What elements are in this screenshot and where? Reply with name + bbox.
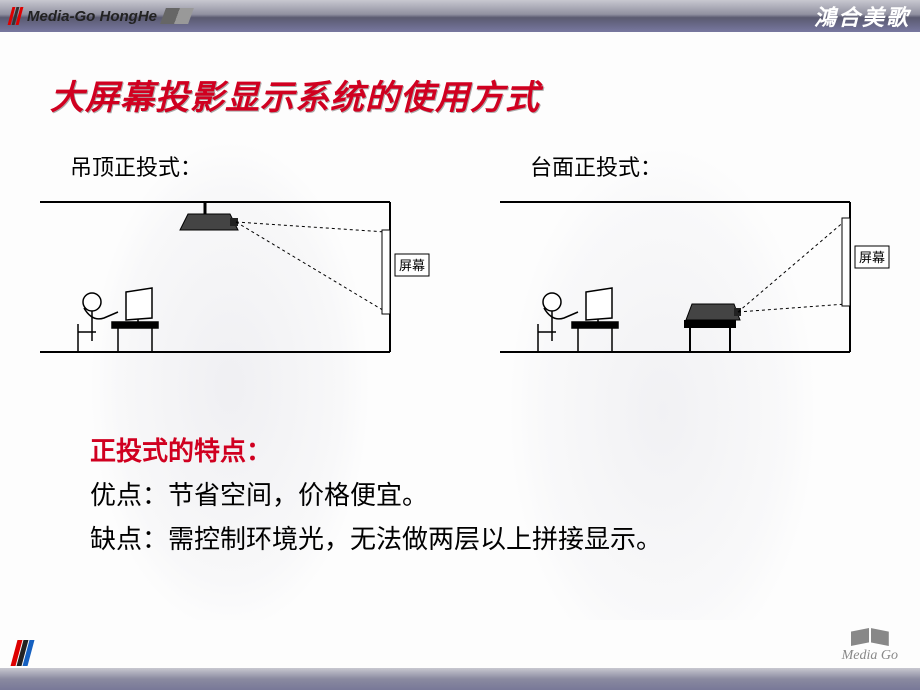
person-at-desk-icon [538,288,618,352]
diagram-table: 台面正投式： 屏幕 [490,150,890,367]
diagram-table-box: 屏幕 [490,192,890,367]
footer-logo-text: Media Go [842,648,898,664]
footer-logo-right: Media Go [842,628,898,664]
page-title: 大屏幕投影显示系统的使用方式 [50,70,540,119]
diagram-ceiling-box: 屏幕 [30,192,430,367]
projector-icon [684,304,741,352]
advantage-text: 节省空间，价格便宜。 [168,481,428,510]
disadvantage-label: 缺点： [90,525,168,554]
brand-cn: 鴻合美歌 [814,0,910,32]
diagram-ceiling-caption: 吊顶正投式： [70,150,430,182]
diagram-ceiling-svg: 屏幕 [30,192,430,362]
footer-bar [0,668,920,690]
book-icon [851,628,889,646]
features-disadvantage: 缺点：需控制环境光，无法做两层以上拼接显示。 [90,518,662,562]
header-left: Media-Go HongHe [10,7,191,25]
screen-label: 屏幕 [399,258,425,273]
footer-logo-left-icon [11,640,35,666]
header-bar: Media-Go HongHe 鴻合美歌 [0,0,920,32]
diagram-ceiling: 吊顶正投式： 屏幕 [30,150,430,367]
diagram-table-svg: 屏幕 [490,192,890,362]
advantage-label: 优点： [90,481,168,510]
disadvantage-text: 需控制环境光，无法做两层以上拼接显示。 [168,525,662,554]
features-heading: 正投式的特点： [90,430,662,474]
features-block: 正投式的特点： 优点：节省空间，价格便宜。 缺点：需控制环境光，无法做两层以上拼… [90,430,662,563]
brand-flag-icon [160,8,194,24]
projector-icon [180,214,238,230]
logo-stripes-icon [8,7,24,25]
diagram-table-caption: 台面正投式： [530,150,890,182]
brand-text: Media-Go HongHe [27,8,157,25]
screen-label: 屏幕 [859,250,885,265]
diagram-row: 吊顶正投式： 屏幕 [0,150,920,367]
features-advantage: 优点：节省空间，价格便宜。 [90,474,662,518]
person-at-desk-icon [78,288,158,352]
